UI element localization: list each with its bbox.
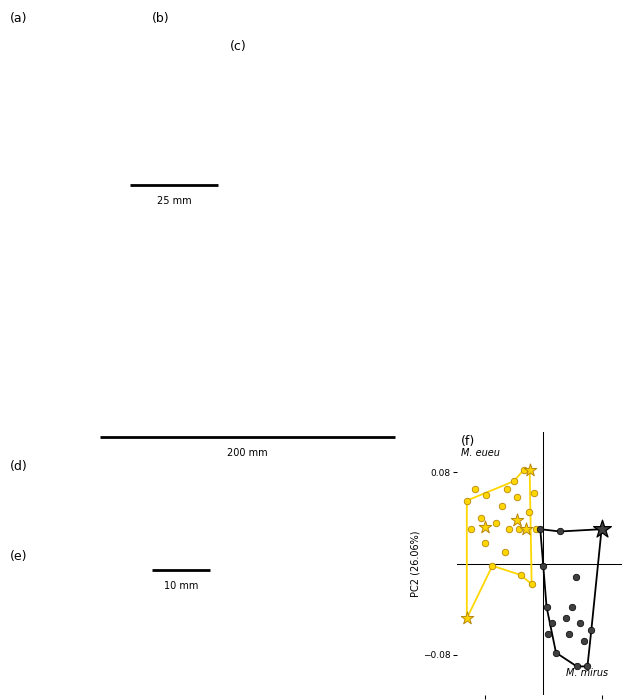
- Point: [509, 475, 519, 486]
- Point: [519, 464, 529, 475]
- Text: M. eueu: M. eueu: [461, 448, 500, 458]
- Point: [543, 629, 553, 640]
- Point: [535, 524, 545, 535]
- Text: M. mirus: M. mirus: [566, 668, 608, 678]
- Point: [527, 578, 537, 589]
- Point: [497, 500, 507, 512]
- Point: [542, 601, 552, 612]
- Point: [555, 526, 565, 537]
- Text: (a): (a): [10, 12, 27, 25]
- Point: [504, 524, 514, 535]
- Point: [524, 506, 534, 517]
- Point: [476, 512, 486, 524]
- Point: [547, 617, 557, 629]
- Point: [571, 572, 581, 583]
- Point: [479, 538, 489, 549]
- Point: [500, 547, 510, 558]
- Point: [567, 601, 577, 612]
- Point: [531, 524, 541, 535]
- Text: (f): (f): [461, 435, 475, 448]
- Point: [524, 464, 534, 475]
- Point: [582, 661, 592, 672]
- Point: [561, 612, 571, 624]
- Point: [574, 617, 584, 629]
- Text: 200 mm: 200 mm: [227, 448, 268, 458]
- Text: (b): (b): [152, 12, 169, 25]
- Point: [551, 647, 561, 658]
- Point: [488, 560, 498, 571]
- Point: [516, 569, 526, 580]
- Text: (c): (c): [230, 40, 247, 53]
- Point: [462, 495, 472, 506]
- Text: (e): (e): [10, 550, 27, 563]
- Point: [538, 560, 548, 571]
- Point: [529, 487, 539, 498]
- Point: [512, 514, 522, 526]
- Point: [597, 524, 607, 535]
- Point: [521, 524, 531, 535]
- Text: 25 mm: 25 mm: [157, 196, 191, 206]
- Point: [462, 612, 472, 624]
- Point: [480, 522, 490, 533]
- Y-axis label: PC2 (26.06%): PC2 (26.06%): [411, 531, 421, 596]
- Point: [572, 661, 582, 672]
- Point: [564, 629, 574, 640]
- Point: [512, 491, 522, 503]
- Text: 10 mm: 10 mm: [164, 581, 198, 591]
- Point: [469, 484, 479, 495]
- Point: [466, 524, 476, 535]
- Point: [586, 624, 596, 636]
- Point: [503, 484, 512, 495]
- Point: [481, 489, 491, 500]
- Point: [491, 518, 501, 529]
- Point: [579, 636, 589, 647]
- Text: (d): (d): [10, 460, 27, 473]
- Point: [514, 524, 524, 535]
